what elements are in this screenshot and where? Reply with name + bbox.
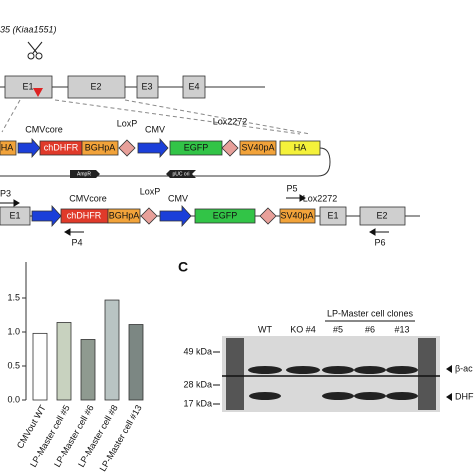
label: LoxP bbox=[140, 186, 161, 196]
bar bbox=[32, 332, 48, 401]
label: CMVcore bbox=[69, 193, 107, 203]
exon bbox=[182, 75, 206, 99]
label: E1 bbox=[9, 210, 20, 220]
label: E1 bbox=[327, 210, 338, 220]
label: CMV bbox=[145, 124, 165, 134]
marker-label: 17 kDa bbox=[183, 398, 212, 408]
label: BGHpA bbox=[109, 210, 140, 220]
label: P6 bbox=[374, 237, 385, 247]
label: EGFP bbox=[184, 142, 209, 152]
marker-label: 49 kDa bbox=[183, 346, 212, 356]
exon bbox=[136, 75, 159, 99]
exon-label: E1 bbox=[22, 81, 33, 91]
y-tick-label: 1.0 bbox=[7, 326, 20, 336]
lane-label: WT bbox=[258, 324, 272, 334]
label: Lox2272 bbox=[213, 116, 248, 126]
label: chDHFR bbox=[44, 142, 79, 152]
label: AmpR bbox=[77, 171, 91, 177]
exon-label: E4 bbox=[188, 81, 199, 91]
label: P3 bbox=[0, 188, 11, 198]
vector-row bbox=[0, 137, 331, 178]
label: LoxP bbox=[117, 118, 138, 128]
label: pUC ori bbox=[173, 171, 190, 177]
bar bbox=[56, 322, 72, 401]
y-tick-label: 1.5 bbox=[7, 292, 20, 302]
group-label: LP-Master cell clones bbox=[327, 308, 414, 318]
label: HA bbox=[1, 142, 14, 152]
y-tick-label: 0.5 bbox=[7, 360, 20, 370]
blot-image bbox=[213, 336, 452, 412]
lane-label: #13 bbox=[394, 324, 409, 334]
label: BGHpA bbox=[85, 142, 116, 152]
exon-label: E2 bbox=[90, 81, 101, 91]
marker-label: 28 kDa bbox=[183, 379, 212, 389]
label: EGFP bbox=[213, 210, 238, 220]
band-label: DHF bbox=[455, 391, 474, 401]
y-tick-label: 0.0 bbox=[7, 394, 20, 404]
bar bbox=[128, 324, 144, 401]
label: P5 bbox=[286, 183, 297, 193]
band-label: β-ac bbox=[455, 363, 473, 373]
label: P4 bbox=[71, 237, 82, 247]
label: HA bbox=[294, 142, 307, 152]
scissors bbox=[27, 41, 43, 60]
dashed-lines bbox=[1, 99, 311, 135]
lane-label: KO #4 bbox=[290, 324, 316, 334]
bar bbox=[80, 339, 96, 401]
label: chDHFR bbox=[67, 210, 102, 220]
cut-site bbox=[33, 88, 43, 97]
gene-label: 35 (Kiaa1551) bbox=[0, 24, 57, 34]
lane-label: #6 bbox=[365, 324, 375, 334]
label: E2 bbox=[376, 210, 387, 220]
exon-label: E3 bbox=[141, 81, 152, 91]
label: CMV bbox=[168, 193, 188, 203]
lane-label: #5 bbox=[333, 324, 343, 334]
integrated-row bbox=[0, 194, 406, 236]
exon bbox=[67, 75, 126, 99]
label: SV40pA bbox=[241, 142, 274, 152]
label: Lox2272 bbox=[303, 193, 338, 203]
label: SV40pA bbox=[280, 210, 313, 220]
bar bbox=[104, 299, 120, 401]
panel-label: C bbox=[178, 259, 188, 275]
label: CMVcore bbox=[25, 124, 63, 134]
